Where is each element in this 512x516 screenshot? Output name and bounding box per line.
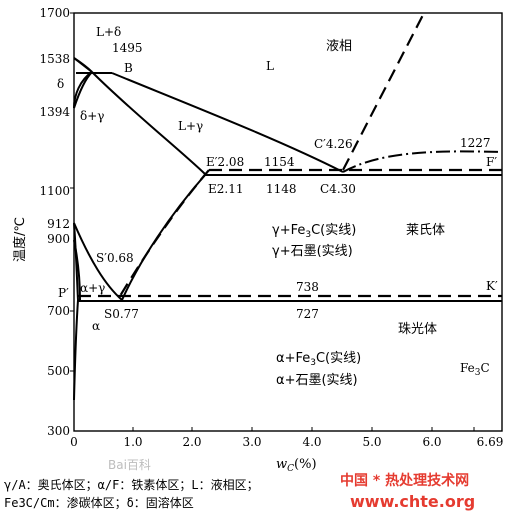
label-fe3c: Fe3C [460, 361, 490, 378]
x-tick-label: 3.0 [242, 435, 261, 449]
y-tick-label: 1700 [39, 6, 70, 20]
y-tick-label: 912 [47, 217, 70, 231]
x-tick-label: 5.0 [362, 435, 381, 449]
label-727: 727 [296, 307, 319, 321]
x-axis-title: wC(%) [276, 457, 317, 474]
y-tick-label: 1100 [39, 184, 70, 198]
label-738: 738 [296, 280, 319, 294]
label-alpha-fe3c: α+Fe3C(实线) [276, 351, 361, 368]
dashed-phase-lines [78, 12, 502, 298]
label-E-prime: E′2.08 [206, 155, 244, 169]
y-tick-label: 1394 [39, 105, 70, 119]
y-axis-title: 温度/℃ [12, 217, 28, 262]
label-alpha-graphite: α+石墨(实线) [276, 373, 358, 388]
label-alpha: α [92, 319, 100, 333]
x-tick-label: 6.0 [422, 435, 441, 449]
label-S: S0.77 [104, 307, 139, 321]
label-B: B [124, 61, 133, 75]
x-tick-label: 6.69 [477, 435, 504, 449]
y-tick-label: 500 [47, 364, 70, 378]
label-L: L [266, 59, 274, 73]
watermark-site-name: 中国 * 热处理技术网 [340, 473, 470, 489]
solid-phase-lines [73, 57, 502, 401]
label-F-prime: F′ [486, 155, 497, 169]
x-tick-label: 0 [70, 435, 78, 449]
label-C: C4.30 [320, 182, 356, 196]
label-delta: δ [57, 77, 64, 91]
y-tick-label: 300 [47, 424, 70, 438]
label-gamma-graphite: γ+石墨(实线) [272, 244, 353, 259]
label-L-delta: L+δ [96, 25, 121, 39]
y-tick-marks [70, 12, 74, 372]
label-1227: 1227 [460, 136, 491, 150]
label-L-gamma: L+γ [178, 119, 203, 133]
label-K-prime: K′ [486, 279, 498, 293]
label-1148: 1148 [266, 182, 297, 196]
label-E: E2.11 [208, 182, 243, 196]
x-tick-marks [73, 427, 475, 431]
label-gamma-fe3c: γ+Fe3C(实线) [272, 223, 356, 240]
label-ledeburite: 莱氏体 [406, 223, 445, 238]
label-P-prime: P′ [58, 286, 69, 300]
x-tick-label: 1.0 [123, 435, 142, 449]
label-C-prime: C′4.26 [314, 137, 353, 151]
watermark-baike: Bai百科 [108, 458, 151, 472]
label-alpha-gamma: α+γ [80, 281, 105, 295]
dash-dot-line [342, 150, 503, 173]
label-1154: 1154 [264, 155, 295, 169]
label-delta-gamma: δ+γ [80, 109, 104, 123]
label-liquid: 液相 [326, 39, 352, 54]
legend-line-1: γ/A：奥氏体区；α/F：铁素体区；L：液相区； [4, 478, 259, 492]
watermark-site-url: www.chte.org [350, 492, 476, 511]
y-tick-label: 1538 [39, 52, 70, 66]
y-tick-label: 700 [47, 304, 70, 318]
label-S-prime: S′0.68 [96, 251, 134, 265]
x-tick-label: 2.0 [182, 435, 201, 449]
y-tick-label: 900 [47, 232, 70, 246]
plot-frame [73, 12, 503, 432]
label-pearlite: 珠光体 [398, 322, 437, 337]
x-tick-label: 4.0 [302, 435, 321, 449]
legend-line-2: Fe3C/Cm：渗碳体区；δ：固溶体区 [4, 496, 194, 510]
label-1495: 1495 [112, 41, 143, 55]
